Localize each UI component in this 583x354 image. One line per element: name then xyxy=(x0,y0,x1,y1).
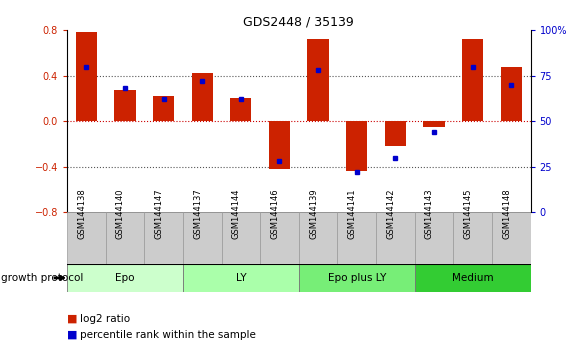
Text: GSM144146: GSM144146 xyxy=(271,189,279,239)
Text: GSM144141: GSM144141 xyxy=(347,189,357,239)
Bar xyxy=(298,212,338,264)
Bar xyxy=(260,212,298,264)
Title: GDS2448 / 35139: GDS2448 / 35139 xyxy=(244,16,354,29)
Text: GSM144138: GSM144138 xyxy=(78,189,86,239)
Bar xyxy=(230,98,251,121)
Bar xyxy=(338,212,376,264)
Bar xyxy=(501,67,522,121)
Bar xyxy=(222,212,260,264)
Bar xyxy=(153,96,174,121)
Bar xyxy=(492,212,531,264)
Text: GSM144143: GSM144143 xyxy=(425,189,434,239)
Bar xyxy=(106,212,144,264)
Bar xyxy=(454,212,492,264)
Text: GSM144147: GSM144147 xyxy=(154,189,164,239)
Bar xyxy=(415,264,531,292)
Bar xyxy=(183,212,222,264)
Bar xyxy=(144,212,183,264)
Text: growth protocol: growth protocol xyxy=(1,273,83,283)
Text: Epo plus LY: Epo plus LY xyxy=(328,273,386,283)
Text: ■: ■ xyxy=(67,314,78,324)
Text: ■: ■ xyxy=(67,330,78,339)
Text: Medium: Medium xyxy=(452,273,493,283)
Bar xyxy=(67,264,183,292)
Text: LY: LY xyxy=(236,273,246,283)
Bar xyxy=(298,264,415,292)
Bar xyxy=(415,212,453,264)
Bar xyxy=(114,91,136,121)
Bar xyxy=(67,212,106,264)
Bar xyxy=(385,121,406,146)
Bar xyxy=(307,39,329,121)
Text: GSM144139: GSM144139 xyxy=(309,189,318,239)
Text: Epo: Epo xyxy=(115,273,135,283)
Text: GSM144140: GSM144140 xyxy=(116,189,125,239)
Text: GSM144145: GSM144145 xyxy=(463,189,473,239)
Text: GSM144137: GSM144137 xyxy=(193,189,202,239)
Text: GSM144142: GSM144142 xyxy=(387,189,395,239)
Bar xyxy=(183,264,298,292)
Text: log2 ratio: log2 ratio xyxy=(80,314,131,324)
Text: percentile rank within the sample: percentile rank within the sample xyxy=(80,330,257,339)
Text: GSM144148: GSM144148 xyxy=(502,189,511,239)
Bar xyxy=(423,121,445,127)
Bar xyxy=(346,121,367,171)
Bar xyxy=(462,39,483,121)
Bar xyxy=(376,212,415,264)
Bar xyxy=(192,73,213,121)
Text: GSM144144: GSM144144 xyxy=(232,189,241,239)
Bar xyxy=(269,121,290,169)
Bar xyxy=(76,32,97,121)
